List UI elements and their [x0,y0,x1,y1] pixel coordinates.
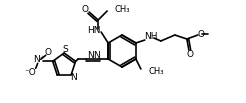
Text: NH: NH [144,32,158,40]
Text: CH₃: CH₃ [114,5,130,13]
Text: CH₃: CH₃ [149,67,164,75]
Text: O: O [44,48,51,57]
Text: ⁻O: ⁻O [25,68,37,77]
Text: O: O [186,50,193,59]
Text: N: N [87,50,93,60]
Text: N⁺: N⁺ [33,55,45,64]
Text: S: S [62,44,68,53]
Text: O: O [197,29,204,39]
Text: N: N [93,50,100,60]
Text: N: N [70,73,77,82]
Text: HN: HN [87,26,101,35]
Text: O: O [82,5,89,13]
